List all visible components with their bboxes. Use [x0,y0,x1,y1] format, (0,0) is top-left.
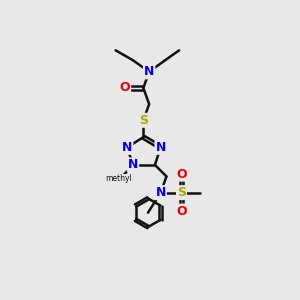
Text: N: N [128,158,138,171]
Text: N: N [155,141,166,154]
Text: S: S [177,186,186,199]
Text: N: N [144,65,154,78]
Text: S: S [139,114,148,127]
Text: O: O [176,205,187,218]
Text: O: O [176,168,187,181]
Text: N: N [155,186,166,199]
Text: O: O [120,82,130,94]
Text: methyl: methyl [106,174,133,183]
Text: N: N [122,141,132,154]
